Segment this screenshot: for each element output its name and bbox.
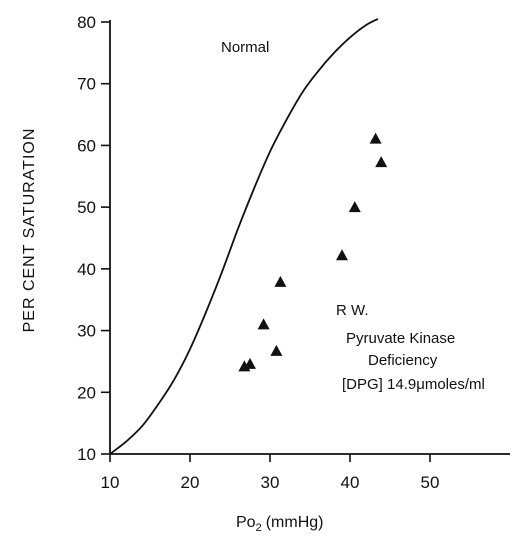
y-tick-label: 60 xyxy=(77,136,96,155)
data-point-triangle xyxy=(348,201,361,213)
y-tick-label: 50 xyxy=(77,198,96,217)
x-axis-title-subscript: 2 xyxy=(256,522,262,534)
x-axis-title-unit: (mmHg) xyxy=(266,514,324,531)
y-tick-label: 80 xyxy=(77,13,96,32)
annotation-line-1: R W. xyxy=(336,302,369,319)
x-axis-title-main: Po xyxy=(236,514,256,531)
x-tick-label: 10 xyxy=(101,473,120,492)
annotation-line-4: [DPG] 14.9μmoles/ml xyxy=(342,376,485,393)
data-point-triangle xyxy=(369,132,382,144)
x-axis-title: Po2 (mmHg) xyxy=(236,514,323,534)
x-tick-label: 20 xyxy=(181,473,200,492)
annotation-line-3: Deficiency xyxy=(368,352,438,369)
data-points xyxy=(238,132,388,372)
normal-curve xyxy=(109,18,379,455)
y-axis-title: PER CENT SATURATION xyxy=(21,128,38,333)
x-ticks: 10 20 30 40 50 xyxy=(101,454,440,492)
y-tick-label: 20 xyxy=(77,383,96,402)
x-tick-label: 50 xyxy=(421,473,440,492)
data-point-triangle xyxy=(257,318,270,330)
data-point-triangle xyxy=(274,275,287,287)
data-point-triangle xyxy=(244,357,256,369)
y-tick-label: 40 xyxy=(77,260,96,279)
plot-area: 10 20 30 40 50 60 70 80 10 20 30 40 50 xyxy=(77,13,510,492)
y-tick-label: 30 xyxy=(77,322,96,341)
y-tick-label: 70 xyxy=(77,75,96,94)
data-point-triangle xyxy=(270,344,283,356)
x-tick-label: 40 xyxy=(341,473,360,492)
data-point-triangle xyxy=(336,249,348,261)
annotation-line-2: Pyruvate Kinase xyxy=(346,330,455,347)
y-ticks: 10 20 30 40 50 60 70 80 xyxy=(77,13,110,464)
x-tick-label: 30 xyxy=(261,473,280,492)
y-tick-label: 10 xyxy=(77,445,96,464)
annotation-block: R W. Pyruvate Kinase Deficiency [DPG] 14… xyxy=(336,302,485,393)
data-point-triangle xyxy=(375,156,388,168)
curve-label-normal: Normal xyxy=(221,39,269,56)
